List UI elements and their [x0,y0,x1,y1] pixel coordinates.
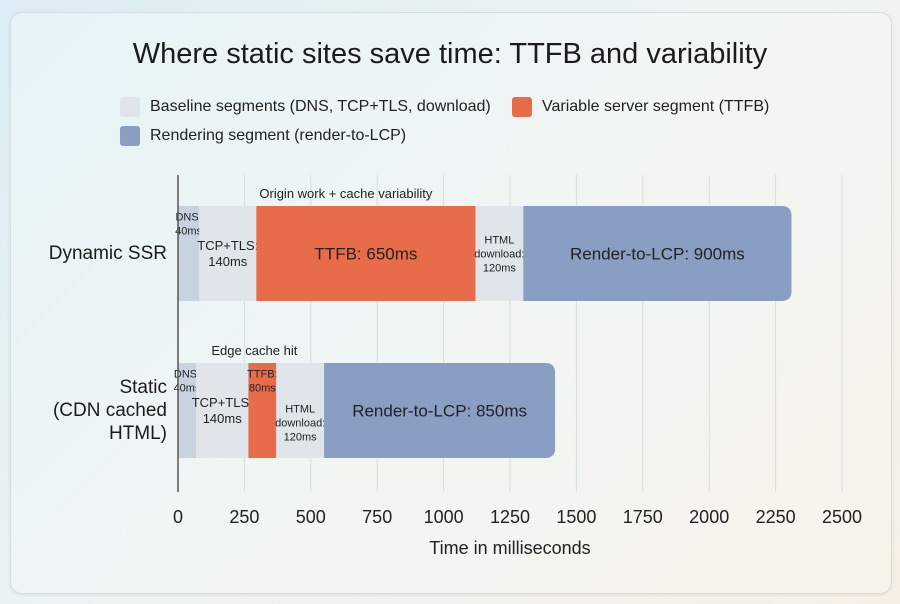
legend-baseline: Baseline segments (DNS, TCP+TLS, downloa… [120,97,491,117]
x-tick-label: 500 [296,507,326,527]
segment-label: Render-to-LCP: 900ms [570,244,745,263]
x-tick-label: 2500 [822,507,862,527]
legend-ttfb: Variable server segment (TTFB) [512,97,769,117]
bar-segment-baseline [475,206,524,301]
segment-label: Render-to-LCP: 850ms [352,401,527,420]
segment-label: HTML [285,403,315,415]
x-tick-label: 2000 [689,507,729,527]
x-tick-label: 1750 [623,507,663,527]
segment-label: 120ms [284,431,318,443]
legend-swatch-render [120,126,140,146]
x-tick-label: 750 [362,507,392,527]
x-tick-label: 250 [229,507,259,527]
segment-label: TTFB: [247,368,278,380]
x-tick-label: 1250 [490,507,530,527]
segment-label: DNS: [174,368,200,380]
chart-card [10,12,892,594]
x-tick-label: 0 [173,507,183,527]
segment-label: 140ms [208,254,248,269]
legend-label: Variable server segment (TTFB) [542,98,770,115]
segment-label: download: [275,417,325,429]
bar-segment-ttfb [248,363,277,458]
legend-swatch-baseline [120,97,140,117]
bar-segment-dns [178,363,197,458]
chart-title: Where static sites save time: TTFB and v… [132,38,768,70]
bar-annotation: Origin work + cache variability [259,186,433,201]
bar-segment-dns [178,206,200,301]
segment-label: DNS: [175,211,201,223]
bar-segment-baseline [199,206,257,301]
bar-annotation: Edge cache hit [211,343,297,358]
legend-label: Rendering segment (render-to-LCP) [150,127,407,144]
segment-label: 40ms [175,225,202,237]
bar-segment-render [523,206,792,301]
legend-render: Rendering segment (render-to-LCP) [120,126,406,146]
bar-segment-baseline [276,363,325,458]
legend-label: Baseline segments (DNS, TCP+TLS, downloa… [150,98,491,115]
x-axis-label: Time in milliseconds [429,538,591,558]
x-tick-label: 1500 [556,507,596,527]
segment-label: TTFB: 650ms [314,244,417,263]
segment-label: 120ms [483,262,517,274]
segment-label: download: [474,248,524,260]
legend-swatch-ttfb [512,97,532,117]
bar-segment-baseline [196,363,249,458]
segment-label: 80ms [249,382,276,394]
category-label-static: Static (CDN cached HTML) [52,377,167,444]
segment-label: TCP+TLS: [192,395,253,410]
segment-label: HTML [484,234,514,246]
x-tick-label: 2250 [756,507,796,527]
category-label-dynamic: Dynamic SSR [48,243,167,264]
bar-segment-ttfb [256,206,476,301]
segment-label: 140ms [203,411,243,426]
x-tick-label: 1000 [424,507,464,527]
segment-label: TCP+TLS: [197,238,258,253]
segment-label: 40ms [174,382,201,394]
bar-segment-render [324,363,556,458]
